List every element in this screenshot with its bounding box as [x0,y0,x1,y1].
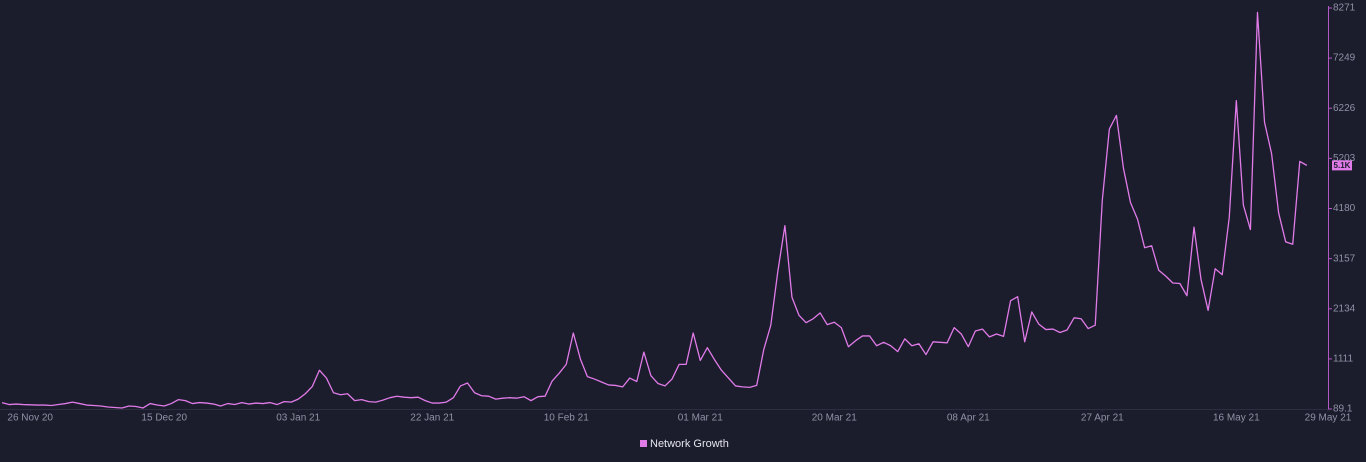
y-tick-label: 3157 [1333,253,1356,264]
y-tick-label: 4180 [1333,203,1356,214]
x-tick-label: 22 Jan 21 [410,413,454,424]
y-tick-label: 7249 [1333,53,1356,64]
x-tick-label: 03 Jan 21 [276,413,320,424]
y-tick-label: 6226 [1333,103,1356,114]
y-tick-label: 1111 [1333,354,1353,365]
x-tick-label: 26 Nov 20 [7,413,53,424]
x-tick-label: 29 May 21 [1305,413,1352,424]
y-tick-label: 2134 [1333,303,1356,314]
x-tick-label: 15 Dec 20 [141,413,187,424]
x-tick-label: 08 Apr 21 [947,413,990,424]
x-tick-label: 10 Feb 21 [544,413,589,424]
last-value-badge [1332,160,1352,171]
last-value-label: 5.1K [1334,161,1351,170]
x-tick-label: 16 May 21 [1213,413,1260,424]
legend-label: Network Growth [650,438,729,450]
y-tick-label: 8271 [1333,3,1356,14]
legend-swatch [640,440,647,447]
line-series [1,11,1308,409]
x-tick-label: 20 Mar 21 [812,413,857,424]
x-tick-label: 27 Apr 21 [1081,413,1124,424]
y-tick-label: 89.1 [1333,404,1353,415]
y-tick-label: 5203 [1333,153,1356,164]
legend: Network Growth [640,438,729,450]
x-tick-label: 01 Mar 21 [678,413,723,424]
